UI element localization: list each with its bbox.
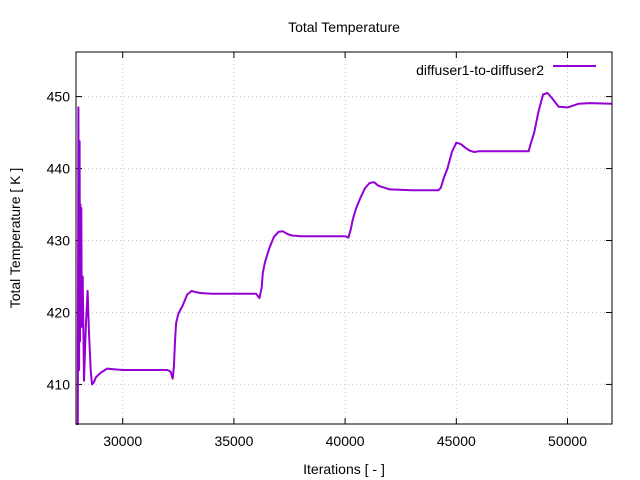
- x-tick-label: 30000: [103, 433, 142, 449]
- x-tick-label: 40000: [326, 433, 365, 449]
- tick-labels: 30000 35000 40000 45000 50000 410 420 430 440 450: [47, 89, 588, 449]
- x-tick-label: 50000: [548, 433, 587, 449]
- y-tick-label: 410: [47, 376, 71, 392]
- legend: diffuser1-to-diffuser2: [416, 62, 596, 78]
- legend-entry-label: diffuser1-to-diffuser2: [416, 62, 544, 78]
- y-axis-label: Total Temperature [ K ]: [7, 168, 23, 309]
- x-tick-label: 45000: [437, 433, 476, 449]
- series-lines: [76, 92, 613, 425]
- series-line-0: [76, 92, 613, 425]
- y-tick-label: 440: [47, 161, 71, 177]
- grid-lines: [76, 52, 612, 424]
- y-tick-label: 430: [47, 233, 71, 249]
- plot-area-border: [75, 51, 613, 425]
- x-axis-label: Iterations [ - ]: [303, 461, 385, 477]
- x-tick-label: 35000: [214, 433, 253, 449]
- chart-title: Total Temperature: [288, 19, 400, 35]
- y-tick-label: 420: [47, 304, 71, 320]
- y-tick-label: 450: [47, 89, 71, 105]
